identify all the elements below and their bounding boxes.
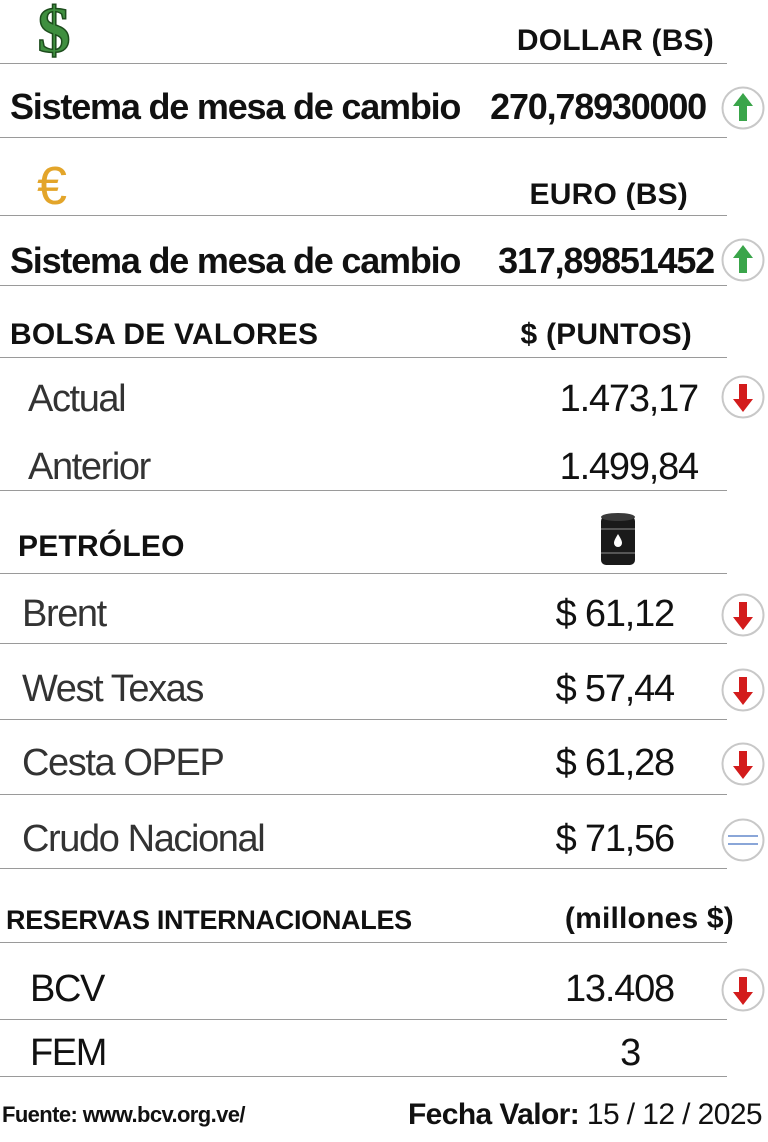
reservas-unit: (millones $) [564, 902, 734, 935]
dollar-icon: $ [28, 0, 80, 68]
divider [0, 794, 727, 795]
euro-label: Sistema de mesa de cambio [10, 240, 461, 281]
down-arrow-icon [721, 593, 765, 637]
divider [0, 573, 727, 574]
petroleo-row-label: Cesta OPEP [22, 742, 225, 784]
euro-symbol: € [37, 160, 67, 210]
petroleo-title: PETRÓLEO [18, 530, 185, 563]
fecha-valor-label: Fecha Valor: [407, 1098, 580, 1131]
petroleo-row-value: $ 61,28 [555, 742, 676, 784]
petroleo-row-value: $ 61,12 [555, 593, 676, 635]
divider [0, 357, 727, 358]
petroleo-row-label: Brent [22, 593, 107, 635]
reservas-row-value: 13.408 [564, 968, 675, 1010]
down-arrow-icon [721, 668, 765, 712]
bolsa-row-label: Actual [28, 378, 127, 420]
dollar-value: 270,78930000 [490, 86, 707, 127]
divider [0, 1076, 727, 1077]
reservas-row-value: 3 [620, 1032, 641, 1074]
euro-value: 317,89851452 [498, 240, 715, 281]
down-arrow-icon [721, 375, 765, 419]
petroleo-row-label: West Texas [22, 668, 204, 710]
fecha-valor: Fecha Valor: 15 / 12 / 2025 [407, 1098, 763, 1132]
source-text: Fuente: www.bcv.org.ve/ [2, 1102, 246, 1127]
down-arrow-icon [721, 742, 765, 786]
divider [0, 868, 727, 869]
reservas-row-label: BCV [30, 968, 105, 1010]
divider [0, 490, 727, 491]
up-arrow-icon [721, 86, 765, 130]
dollar-symbol: $ [38, 0, 71, 60]
divider [0, 215, 727, 216]
bolsa-row-value: 1.499,84 [559, 446, 700, 488]
divider [0, 137, 727, 138]
up-arrow-icon [721, 238, 765, 282]
divider [0, 643, 727, 644]
equal-icon [721, 818, 765, 862]
petroleo-row-value: $ 57,44 [555, 668, 676, 710]
euro-icon: € [30, 156, 76, 216]
petroleo-row-value: $ 71,56 [555, 818, 676, 860]
reservas-title: RESERVAS INTERNACIONALES [6, 905, 412, 935]
fecha-valor-date: 15 / 12 / 2025 [586, 1098, 763, 1131]
oil-barrel-icon [598, 512, 638, 568]
dollar-label: Sistema de mesa de cambio [10, 86, 461, 127]
dollar-header: DOLLAR (BS) [516, 24, 714, 57]
divider [0, 719, 727, 720]
bolsa-title: BOLSA DE VALORES [10, 318, 319, 351]
divider [0, 63, 727, 64]
bolsa-row-value: 1.473,17 [559, 378, 700, 420]
bolsa-row-label: Anterior [28, 446, 151, 488]
divider [0, 285, 727, 286]
divider [0, 942, 727, 943]
down-arrow-icon [721, 968, 765, 1012]
bolsa-unit: $ (PUNTOS) [520, 318, 692, 351]
divider [0, 1019, 727, 1020]
euro-header: EURO (BS) [529, 178, 688, 211]
petroleo-row-label: Crudo Nacional [22, 818, 266, 860]
reservas-row-label: FEM [30, 1032, 107, 1074]
